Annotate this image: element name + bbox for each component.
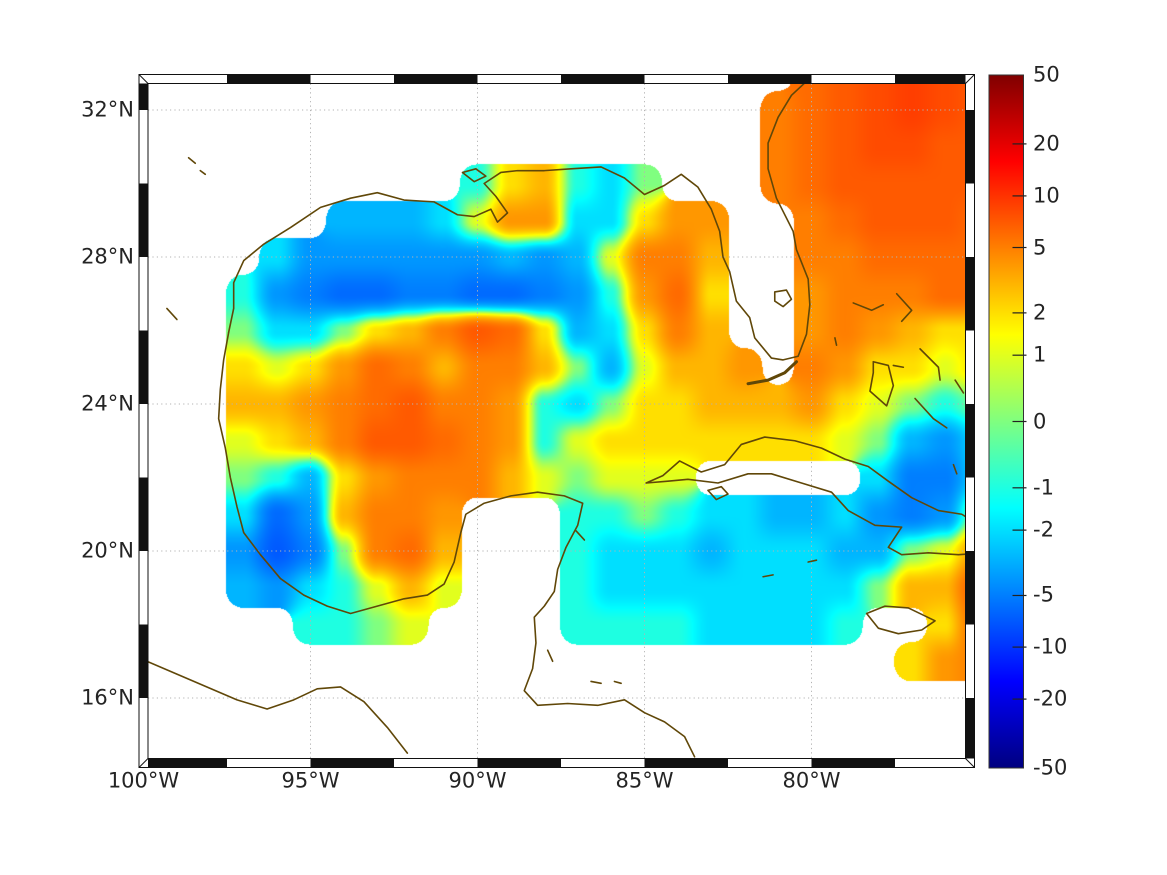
colorbar-tick-label: 10 bbox=[1033, 183, 1060, 208]
latitude-tick-label: 16°N bbox=[81, 685, 134, 710]
longitude-tick-label: 100°W bbox=[107, 768, 180, 793]
latitude-tick-label: 24°N bbox=[81, 391, 134, 416]
colorbar-tick-label: -50 bbox=[1033, 755, 1068, 780]
longitude-tick-label: 80°W bbox=[782, 768, 841, 793]
colorbar-tick-label: -2 bbox=[1033, 517, 1054, 542]
colorbar-tick-label: -1 bbox=[1033, 475, 1054, 500]
latitude-tick-label: 20°N bbox=[81, 538, 134, 563]
longitude-tick-label: 90°W bbox=[448, 768, 507, 793]
longitude-tick-label: 85°W bbox=[615, 768, 674, 793]
colorbar-tick-label: 20 bbox=[1033, 131, 1060, 156]
latitude-tick-label: 32°N bbox=[81, 97, 134, 122]
colorbar-tick-label: 2 bbox=[1033, 300, 1047, 325]
longitude-tick-label: 95°W bbox=[281, 768, 340, 793]
colorbar-tick-label: -5 bbox=[1033, 582, 1054, 607]
colorbar-tick-label: -20 bbox=[1033, 686, 1068, 711]
latitude-tick-label: 28°N bbox=[81, 244, 134, 269]
colorbar-tick-label: 0 bbox=[1033, 409, 1047, 433]
colorbar-tick-label: 1 bbox=[1033, 342, 1047, 367]
colorbar-tick-label: 5 bbox=[1033, 235, 1047, 259]
colorbar-tick-label: 50 bbox=[1033, 62, 1060, 87]
colorbar-tick-label: -10 bbox=[1033, 634, 1068, 659]
